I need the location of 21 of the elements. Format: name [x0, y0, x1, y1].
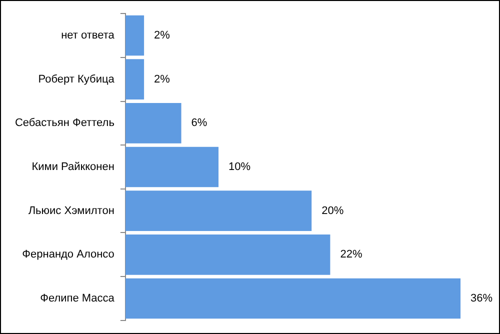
data-label: 6%	[191, 117, 208, 130]
data-label: 10%	[228, 161, 251, 174]
bar	[125, 15, 144, 56]
data-label: 20%	[322, 204, 344, 217]
bar	[125, 103, 182, 144]
bar	[125, 190, 312, 231]
y-tick-label: Фернандо Алонсо	[22, 248, 114, 261]
y-tick-label: Фелипе Масса	[40, 292, 116, 305]
y-tick-label: Роберт Кубица	[38, 73, 116, 86]
y-tick-label: Себастьян Феттель	[14, 117, 115, 130]
bar	[125, 59, 144, 100]
y-tick-label: нет ответа	[61, 30, 116, 42]
y-tick-label: Кими Райкконен	[32, 161, 114, 174]
bar	[125, 278, 461, 319]
y-tick-label: Льюис Хэмилтон	[28, 204, 114, 217]
bar	[125, 146, 219, 188]
data-label: 22%	[340, 248, 362, 261]
data-label: 2%	[154, 30, 170, 42]
bar	[125, 234, 330, 275]
data-label: 2%	[154, 73, 170, 86]
data-label: 36%	[470, 292, 493, 305]
